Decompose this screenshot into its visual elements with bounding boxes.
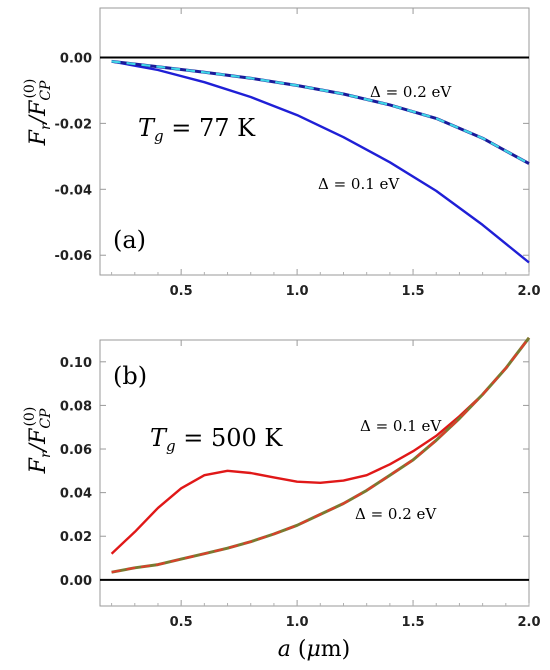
x-tick-label: 1.0 — [286, 284, 309, 299]
x-tick-label: 0.5 — [170, 615, 193, 630]
panel-b-frame — [99, 339, 530, 607]
panel-a-frame — [99, 7, 530, 276]
panel-a-series-label-1: Δ = 0.2 eV — [370, 83, 452, 101]
y-tick-label: -0.02 — [55, 117, 92, 132]
y-tick-label: 0.10 — [60, 356, 92, 371]
x-tick-label: 2.0 — [517, 284, 540, 299]
x-tick-label: 1.0 — [286, 615, 309, 630]
panel-b-series — [100, 336, 531, 581]
panel-a-temperature: Tg = 77 K — [138, 114, 256, 145]
panel-b-series-label-1: Δ = 0.1 eV — [360, 417, 442, 435]
panel-b-temperature: Tg = 500 K — [150, 424, 283, 455]
series-line-1 — [110, 337, 530, 555]
panel-a-tick-labels: 0.5 1.0 1.5 2.0 0.00 -0.02 -0.04 -0.06 — [55, 51, 541, 299]
x-tick-label: 1.5 — [402, 284, 425, 299]
x-tick-label: 1.5 — [402, 615, 425, 630]
panel-b-tick-labels: 0.5 1.0 1.5 2.0 0.00 0.02 0.04 0.06 0.08 0.10 — [60, 356, 541, 630]
y-tick-label: 0.02 — [60, 530, 92, 545]
x-tick-label: 0.5 — [170, 284, 193, 299]
panel-a-series — [100, 56, 530, 264]
x-tick-label: 2.0 — [517, 615, 540, 630]
y-tick-label: -0.06 — [55, 249, 92, 264]
panel-b: 0.5 1.0 1.5 2.0 0.00 0.02 0.04 0.06 0.08 0.10 (b)… — [22, 336, 541, 662]
series-line-1 — [111, 60, 530, 264]
panel-b-label: (b) — [113, 362, 147, 390]
series-line-2 — [111, 336, 531, 574]
y-tick-label: 0.06 — [60, 443, 92, 458]
panel-a: 0.5 1.0 1.5 2.0 0.00 -0.02 -0.04 -0.06 (a) Tg =… — [22, 7, 541, 299]
series-line-2-dash — [111, 60, 530, 165]
series-line-2-dash — [111, 337, 530, 574]
panel-b-ylabel: Fr/FCP(0) — [22, 407, 54, 475]
y-tick-label: 0.04 — [60, 487, 92, 502]
y-tick-label: 0.08 — [60, 399, 92, 414]
panel-a-ylabel: Fr/FCP(0) — [22, 79, 54, 147]
series-line-2 — [111, 59, 530, 165]
y-tick-label: 0.00 — [60, 574, 92, 589]
x-axis-label: a (μm) — [278, 637, 350, 662]
y-tick-label: -0.04 — [55, 183, 92, 198]
panel-a-label: (a) — [113, 226, 146, 254]
panel-b-axis-ticks — [100, 340, 530, 606]
panel-a-series-label-2: Δ = 0.1 eV — [318, 175, 400, 193]
y-tick-label: 0.00 — [60, 51, 92, 66]
panel-b-series-label-2: Δ = 0.2 eV — [355, 505, 437, 523]
